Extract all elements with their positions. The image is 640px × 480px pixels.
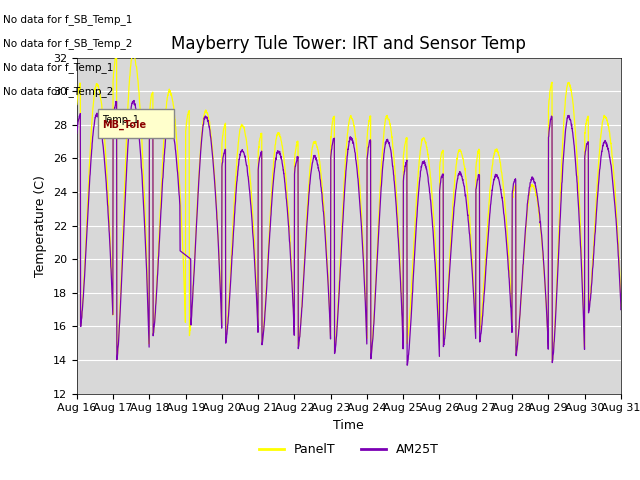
X-axis label: Time: Time bbox=[333, 419, 364, 432]
Text: No data for f_Temp_2: No data for f_Temp_2 bbox=[3, 86, 113, 97]
Text: No data for f_Temp_1: No data for f_Temp_1 bbox=[3, 62, 113, 73]
Text: MB_Tole: MB_Tole bbox=[102, 120, 147, 130]
Text: No data for f_SB_Temp_1: No data for f_SB_Temp_1 bbox=[3, 14, 132, 25]
Text: No data for f_SB_Temp_2: No data for f_SB_Temp_2 bbox=[3, 38, 132, 49]
Text: Temp_1: Temp_1 bbox=[102, 114, 140, 125]
Legend: PanelT, AM25T: PanelT, AM25T bbox=[254, 438, 444, 461]
Title: Mayberry Tule Tower: IRT and Sensor Temp: Mayberry Tule Tower: IRT and Sensor Temp bbox=[172, 35, 526, 53]
Y-axis label: Temperature (C): Temperature (C) bbox=[35, 175, 47, 276]
